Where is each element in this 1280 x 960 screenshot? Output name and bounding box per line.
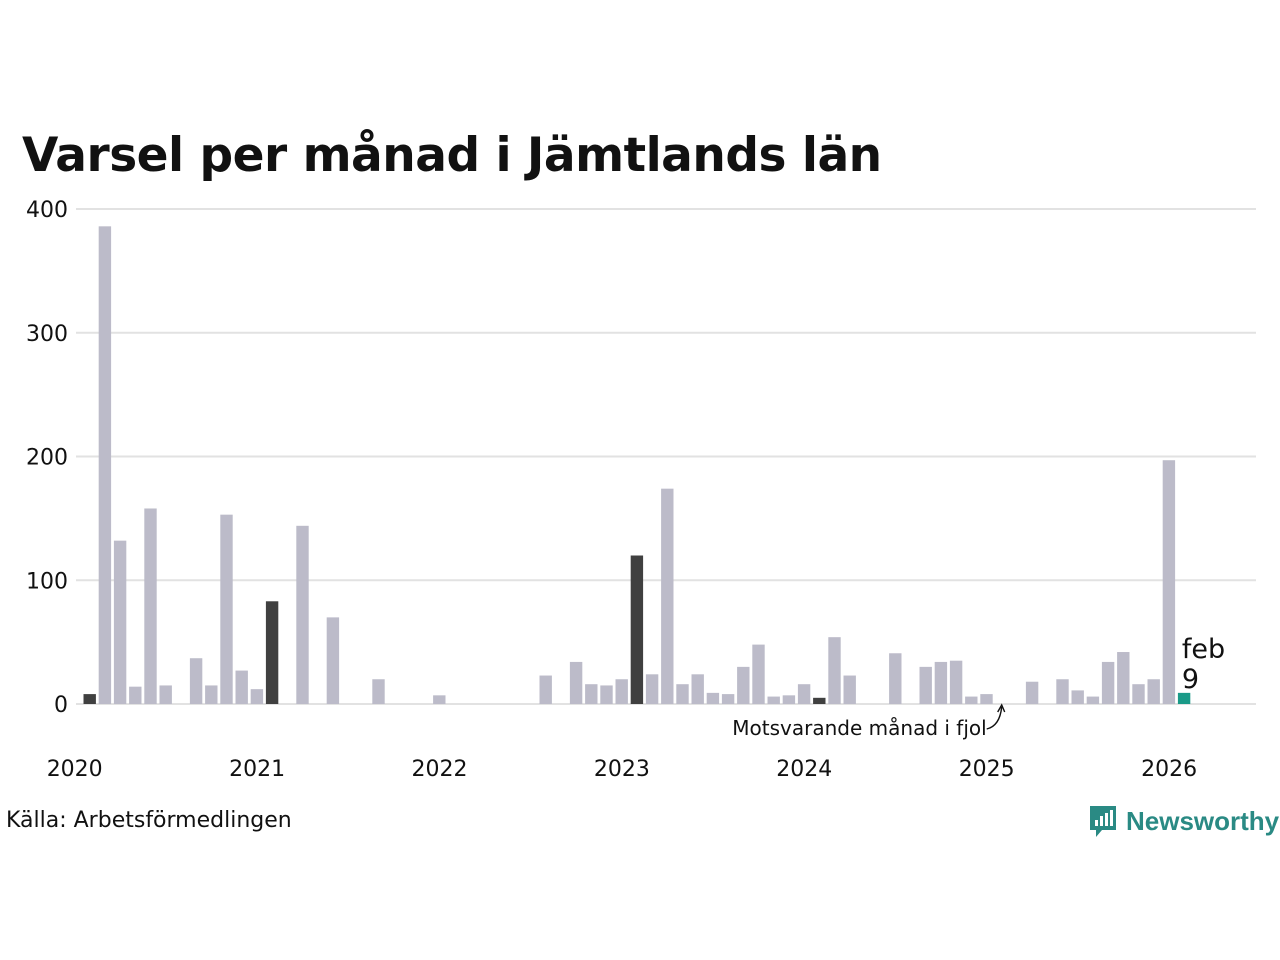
bar-2021-01 xyxy=(265,601,279,704)
chart-title: Varsel per månad i Jämtlands län xyxy=(22,128,882,183)
bar-2023-12 xyxy=(797,684,811,704)
bar-2024-09 xyxy=(934,661,948,704)
annotation-arrow xyxy=(986,706,1003,730)
bar-2023-01 xyxy=(630,555,644,704)
x-tick-label-2023: 2023 xyxy=(594,757,650,782)
bar-2020-09 xyxy=(205,685,218,704)
x-tick-label-2022: 2022 xyxy=(412,757,468,782)
bar-2021-08 xyxy=(372,679,385,704)
bar-2020-05 xyxy=(144,508,157,704)
annotation-text: Motsvarande månad i fjol xyxy=(732,716,986,740)
y-tick-label: 400 xyxy=(26,198,68,223)
bar-2024-02 xyxy=(828,637,841,704)
bar-2024-06 xyxy=(889,653,902,704)
bar-2020-08 xyxy=(189,658,203,704)
bar-2023-10 xyxy=(767,696,780,704)
bar-2025-03 xyxy=(1025,681,1039,704)
bar-2023-06 xyxy=(706,692,720,704)
x-tick-label-2020: 2020 xyxy=(47,757,103,782)
x-tick-label-2025: 2025 xyxy=(959,757,1015,782)
bar-2022-09 xyxy=(569,661,583,704)
bar-2020-02 xyxy=(98,226,112,704)
bar-2025-09 xyxy=(1117,652,1130,704)
newsworthy-logo-icon xyxy=(1090,806,1116,837)
bar-2020-06 xyxy=(159,685,172,704)
y-tick-label: 0 xyxy=(54,693,68,718)
bar-2025-05 xyxy=(1056,679,1069,704)
bar-2020-04 xyxy=(129,686,142,704)
bar-2020-01 xyxy=(83,694,96,704)
bar-2023-04 xyxy=(676,684,689,704)
bar-2023-09 xyxy=(752,644,765,704)
bar-2023-11 xyxy=(782,695,796,704)
bar-2023-03 xyxy=(661,488,674,704)
y-axis-labels: 0 100 200 300 400 xyxy=(26,198,68,718)
bar-2026-01 xyxy=(1177,692,1191,704)
bar-2022-12 xyxy=(615,679,628,704)
bar-2025-06 xyxy=(1071,690,1084,704)
y-tick-label: 200 xyxy=(26,446,68,471)
bar-2023-05 xyxy=(691,674,704,704)
bar-2025-08 xyxy=(1101,661,1115,704)
bar-2022-07 xyxy=(539,675,552,704)
bar-2023-02 xyxy=(645,674,659,704)
bar-2024-10 xyxy=(949,660,963,704)
annotation-arrowhead xyxy=(997,703,1006,713)
x-tick-label-2026: 2026 xyxy=(1141,757,1197,782)
bar-2023-07 xyxy=(721,694,735,704)
y-tick-label: 100 xyxy=(26,569,68,594)
bar-2024-08 xyxy=(919,666,932,704)
bar-2020-11 xyxy=(235,670,248,704)
bar-2021-03 xyxy=(296,525,309,704)
x-axis-labels: 2020 2021 2022 2023 2024 2025 2026 xyxy=(47,757,1197,782)
bar-2020-10 xyxy=(220,514,233,704)
bar-2024-01 xyxy=(813,697,826,704)
brand-logo: Newsworthy xyxy=(1088,804,1279,838)
brand-name: Newsworthy xyxy=(1126,805,1280,836)
x-tick-label-2024: 2024 xyxy=(776,757,832,782)
source-text: Källa: Arbetsförmedlingen xyxy=(6,808,292,833)
bar-2025-11 xyxy=(1147,679,1160,704)
x-tick-label-2021: 2021 xyxy=(229,757,285,782)
bar-2023-08 xyxy=(737,666,750,704)
bar-2022-10 xyxy=(585,684,598,704)
bar-2025-07 xyxy=(1086,696,1100,704)
bar-2024-11 xyxy=(965,696,978,704)
bars xyxy=(83,226,1191,704)
bar-2022-11 xyxy=(600,685,613,704)
bar-2021-12 xyxy=(433,695,446,704)
bar-2024-12 xyxy=(980,694,993,704)
current-month-label: feb xyxy=(1182,634,1225,665)
current-value-label: 9 xyxy=(1182,664,1199,695)
bar-2021-05 xyxy=(326,617,340,704)
y-tick-label: 300 xyxy=(26,322,68,347)
bar-2025-12 xyxy=(1162,460,1176,704)
bar-2024-03 xyxy=(843,675,856,704)
bar-2025-10 xyxy=(1132,684,1145,704)
bar-2020-03 xyxy=(113,540,127,704)
bar-2020-12 xyxy=(250,689,264,704)
